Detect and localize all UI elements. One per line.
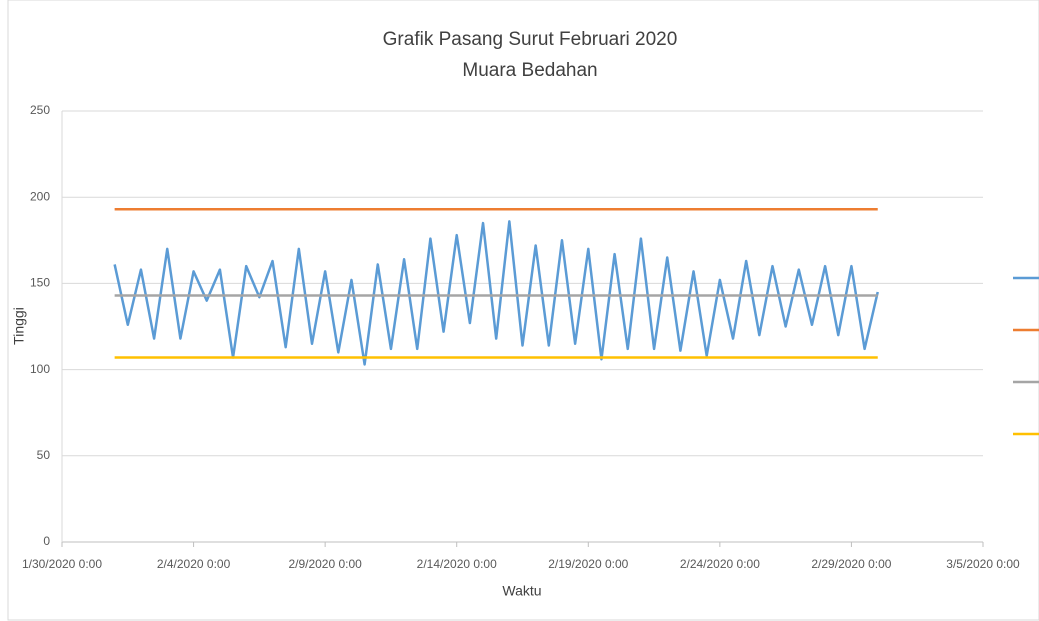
x-tick-label: 2/4/2020 0:00 (157, 557, 231, 571)
x-tick-label: 2/14/2020 0:00 (417, 557, 497, 571)
y-tick-label: 100 (30, 362, 50, 376)
chart-subtitle: Muara Bedahan (462, 60, 597, 81)
y-tick-label: 50 (37, 448, 51, 462)
chart-border (7, 0, 1039, 621)
x-axis-title: Waktu (502, 583, 541, 599)
x-tick-label: 2/24/2020 0:00 (680, 557, 760, 571)
chart-title: Grafik Pasang Surut Februari 2020 (383, 29, 678, 50)
x-tick-label: 2/19/2020 0:00 (548, 557, 628, 571)
y-tick-label: 250 (30, 103, 50, 117)
y-tick-label: 150 (30, 276, 50, 290)
x-tick-label: 3/5/2020 0:00 (946, 557, 1020, 571)
x-tick-label: 2/29/2020 0:00 (811, 557, 891, 571)
y-tick-label: 0 (43, 534, 50, 548)
y-axis-title: Tinggi (11, 307, 27, 345)
y-tick-label: 200 (30, 189, 50, 203)
x-tick-label: 2/9/2020 0:00 (288, 557, 362, 571)
x-tick-label: 1/30/2020 0:00 (22, 557, 102, 571)
